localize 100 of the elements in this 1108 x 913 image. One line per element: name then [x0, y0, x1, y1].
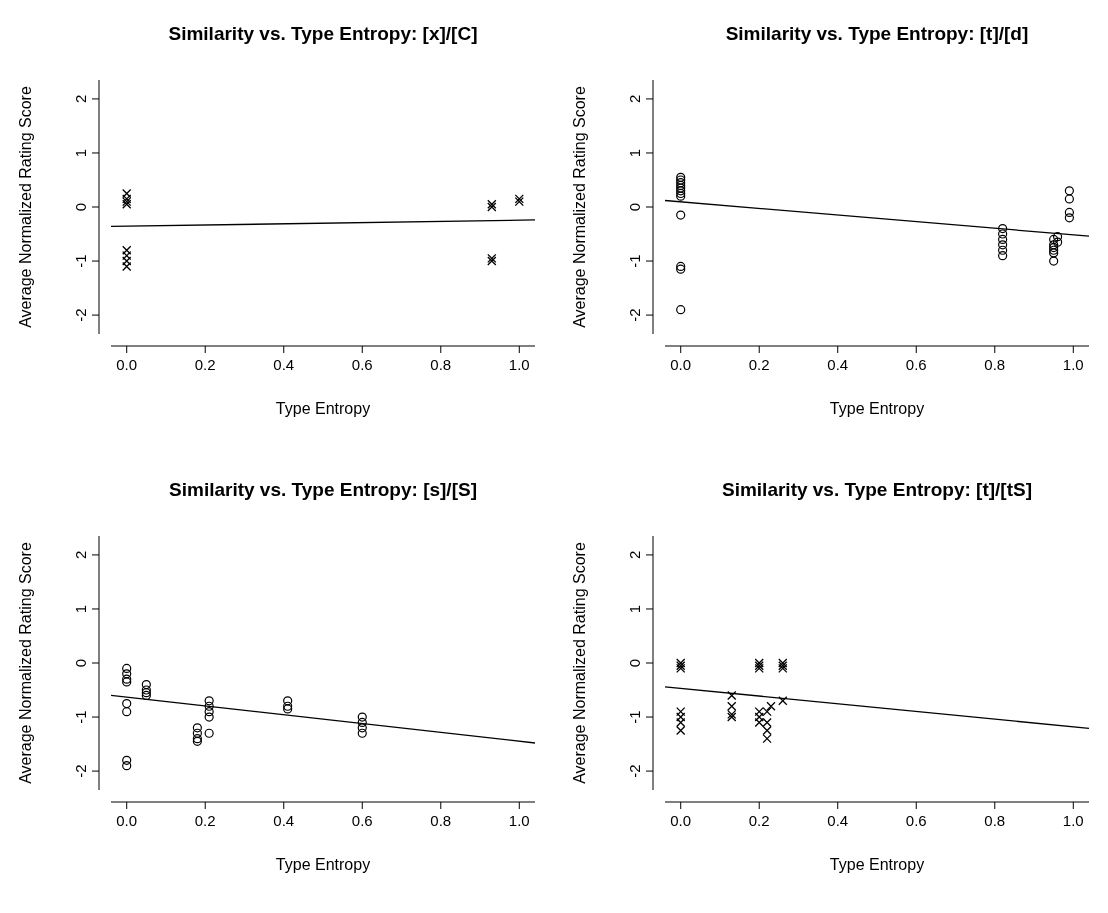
- y-tick-label: 2: [72, 94, 89, 104]
- x-tick-label: 0.4: [827, 356, 849, 373]
- point: [998, 224, 1008, 234]
- point: [204, 728, 214, 738]
- point: [122, 755, 132, 765]
- point: [727, 690, 737, 701]
- x-tick-label: 1.0: [1062, 812, 1084, 829]
- point: [204, 696, 214, 706]
- point: [122, 256, 132, 266]
- y-tick-label: 1: [72, 148, 89, 158]
- x-axis-title: Type Entropy: [829, 856, 925, 873]
- point: [778, 696, 788, 706]
- x-tick-label: 1.0: [508, 812, 530, 829]
- y-tick-label: 1: [626, 604, 643, 614]
- point: [676, 210, 686, 220]
- x-tick-label: 0.4: [273, 812, 295, 829]
- point: [1064, 194, 1074, 204]
- point: [1049, 234, 1059, 245]
- y-tick-label: -1: [626, 254, 643, 268]
- y-tick-label: -1: [626, 710, 643, 724]
- y-tick-label: 2: [72, 550, 89, 560]
- x-tick-label: 1.0: [1062, 356, 1084, 373]
- point: [357, 728, 367, 738]
- y-axis-title: Average Normalized Rating Score: [571, 542, 588, 784]
- x-tick-label: 0.8: [430, 356, 452, 373]
- point: [204, 701, 214, 711]
- point: [122, 698, 132, 709]
- y-axis-title: Average Normalized Rating Score: [571, 86, 588, 328]
- y-tick-label: 1: [626, 148, 643, 158]
- point: [357, 717, 367, 728]
- y-tick-label: -2: [626, 764, 643, 778]
- x-axis-title: Type Entropy: [275, 400, 371, 417]
- point: [1049, 256, 1059, 266]
- y-tick-label: -1: [72, 254, 89, 268]
- point: [766, 701, 776, 711]
- x-tick-label: 0.8: [430, 812, 452, 829]
- point: [1052, 232, 1063, 242]
- point: [122, 761, 132, 771]
- x-tick-label: 1.0: [508, 356, 530, 373]
- y-tick-label: 1: [72, 604, 89, 614]
- x-tick-label: 0.0: [670, 812, 692, 829]
- y-tick-label: 0: [72, 658, 89, 668]
- point: [762, 725, 772, 736]
- x-tick-label: 0.6: [905, 356, 927, 373]
- point: [122, 245, 132, 255]
- chart-title: Similarity vs. Type Entropy: [x]/[C]: [168, 23, 478, 44]
- point: [1052, 237, 1063, 247]
- x-tick-label: 0.0: [116, 812, 138, 829]
- y-tick-label: 0: [626, 202, 643, 212]
- y-tick-label: -2: [72, 764, 89, 778]
- point: [122, 663, 132, 673]
- y-tick-label: 2: [626, 550, 643, 560]
- x-tick-label: 0.2: [748, 812, 770, 829]
- point: [1064, 186, 1074, 196]
- chart-title: Similarity vs. Type Entropy: [s]/[S]: [169, 479, 477, 500]
- point: [204, 707, 214, 717]
- y-tick-label: 0: [626, 658, 643, 668]
- point: [122, 669, 132, 679]
- y-tick-label: -2: [72, 308, 89, 322]
- x-tick-label: 0.8: [984, 812, 1006, 829]
- point: [676, 712, 686, 722]
- point: [676, 305, 686, 315]
- point: [754, 712, 764, 722]
- point: [192, 728, 202, 738]
- point: [283, 696, 293, 706]
- y-tick-label: -1: [72, 710, 89, 724]
- x-tick-label: 0.6: [351, 812, 373, 829]
- chart-title: Similarity vs. Type Entropy: [t]/[tS]: [721, 479, 1033, 500]
- point: [998, 229, 1008, 239]
- point: [122, 188, 132, 199]
- point: [676, 717, 686, 728]
- x-tick-label: 0.4: [827, 812, 849, 829]
- y-axis-title: Average Normalized Rating Score: [17, 542, 34, 784]
- x-tick-label: 0.8: [984, 356, 1006, 373]
- y-tick-label: -2: [626, 308, 643, 322]
- x-tick-label: 0.2: [748, 356, 770, 373]
- y-tick-label: 2: [626, 94, 643, 104]
- point: [998, 251, 1008, 261]
- x-tick-label: 0.6: [905, 812, 927, 829]
- point: [357, 723, 367, 733]
- point: [357, 712, 367, 722]
- point: [676, 725, 686, 736]
- point: [122, 261, 132, 272]
- x-axis-title: Type Entropy: [275, 856, 371, 873]
- y-axis-title: Average Normalized Rating Score: [17, 86, 34, 328]
- x-tick-label: 0.6: [351, 356, 373, 373]
- point: [998, 234, 1008, 245]
- point: [998, 240, 1008, 250]
- x-tick-label: 0.0: [670, 356, 692, 373]
- point: [1064, 207, 1074, 217]
- point: [204, 712, 214, 722]
- point: [1064, 213, 1074, 223]
- x-tick-label: 0.0: [116, 356, 138, 373]
- point: [192, 723, 202, 733]
- y-tick-label: 0: [72, 202, 89, 212]
- x-tick-label: 0.4: [273, 356, 295, 373]
- point: [762, 734, 772, 744]
- point: [122, 707, 132, 717]
- x-tick-label: 0.2: [194, 356, 216, 373]
- chart-title: Similarity vs. Type Entropy: [t]/[d]: [725, 23, 1029, 44]
